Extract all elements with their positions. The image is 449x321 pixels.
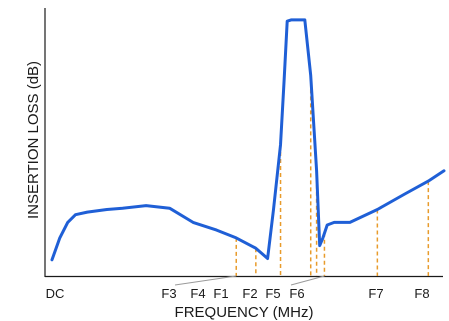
marker-label-f6: F6 <box>289 286 304 301</box>
connector-f6 <box>290 275 325 286</box>
marker-label-f1: F1 <box>213 286 228 301</box>
frequency-marker-lines <box>235 75 430 276</box>
x-axis-title: FREQUENCY (MHz) <box>175 304 314 321</box>
marker-label-f2: F2 <box>242 286 257 301</box>
marker-label-f8: F8 <box>414 286 429 301</box>
frequency-marker-labels: DC F3 F4 F1 F2 F5 F6 F7 F8 <box>46 286 430 301</box>
marker-label-f7: F7 <box>368 286 383 301</box>
marker-label-dc: DC <box>46 286 65 301</box>
marker-label-f3: F3 <box>161 286 176 301</box>
insertion-loss-curve <box>50 18 446 262</box>
axes <box>44 8 443 278</box>
marker-label-connectors <box>174 275 325 286</box>
y-axis-title: INSERTION LOSS (dB) <box>25 61 42 219</box>
marker-label-f5: F5 <box>265 286 280 301</box>
connector-f3 <box>174 275 237 286</box>
marker-label-f4: F4 <box>190 286 205 301</box>
